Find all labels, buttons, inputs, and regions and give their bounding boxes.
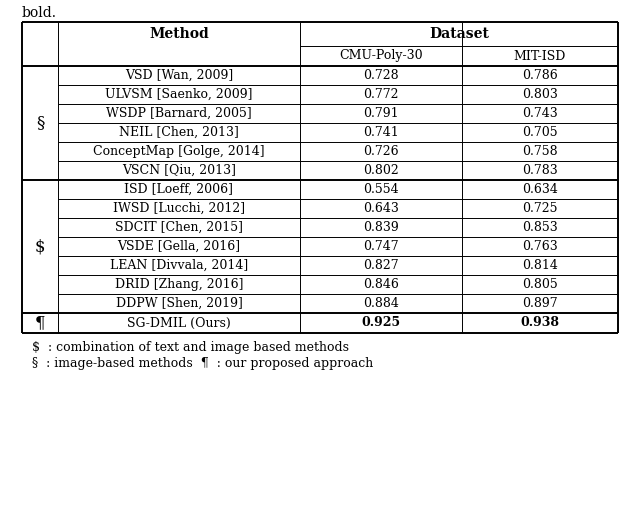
Text: ConceptMap [Golge, 2014]: ConceptMap [Golge, 2014] xyxy=(93,145,265,158)
Text: 0.783: 0.783 xyxy=(522,164,558,177)
Text: DRID [Zhang, 2016]: DRID [Zhang, 2016] xyxy=(115,278,243,291)
Text: $  : combination of text and image based methods: $ : combination of text and image based … xyxy=(32,340,349,353)
Text: LEAN [Divvala, 2014]: LEAN [Divvala, 2014] xyxy=(110,259,248,272)
Text: 0.827: 0.827 xyxy=(363,259,399,272)
Text: 0.938: 0.938 xyxy=(520,316,559,329)
Text: §: § xyxy=(36,114,44,132)
Text: ISD [Loeff, 2006]: ISD [Loeff, 2006] xyxy=(125,183,234,196)
Text: 0.884: 0.884 xyxy=(363,297,399,310)
Text: 0.786: 0.786 xyxy=(522,69,558,82)
Text: 0.643: 0.643 xyxy=(363,202,399,215)
Text: ¶: ¶ xyxy=(35,314,45,331)
Text: §  : image-based methods  ¶  : our proposed approach: § : image-based methods ¶ : our proposed… xyxy=(32,357,373,370)
Text: NEIL [Chen, 2013]: NEIL [Chen, 2013] xyxy=(119,126,239,139)
Text: WSDP [Barnard, 2005]: WSDP [Barnard, 2005] xyxy=(106,107,252,120)
Text: 0.743: 0.743 xyxy=(522,107,558,120)
Text: VSCN [Qiu, 2013]: VSCN [Qiu, 2013] xyxy=(122,164,236,177)
Text: 0.741: 0.741 xyxy=(363,126,399,139)
Text: 0.846: 0.846 xyxy=(363,278,399,291)
Text: 0.725: 0.725 xyxy=(522,202,557,215)
Text: Method: Method xyxy=(149,27,209,41)
Text: 0.758: 0.758 xyxy=(522,145,558,158)
Text: 0.803: 0.803 xyxy=(522,88,558,101)
Text: 0.897: 0.897 xyxy=(522,297,558,310)
Text: VSD [Wan, 2009]: VSD [Wan, 2009] xyxy=(125,69,233,82)
Text: SDCIT [Chen, 2015]: SDCIT [Chen, 2015] xyxy=(115,221,243,234)
Text: 0.802: 0.802 xyxy=(363,164,399,177)
Text: 0.747: 0.747 xyxy=(363,240,399,253)
Text: 0.814: 0.814 xyxy=(522,259,558,272)
Text: SG-DMIL (Ours): SG-DMIL (Ours) xyxy=(127,316,231,329)
Text: 0.763: 0.763 xyxy=(522,240,558,253)
Text: MIT-ISD: MIT-ISD xyxy=(514,50,566,63)
Text: CMU-Poly-30: CMU-Poly-30 xyxy=(339,50,423,63)
Text: IWSD [Lucchi, 2012]: IWSD [Lucchi, 2012] xyxy=(113,202,245,215)
Text: 0.705: 0.705 xyxy=(522,126,558,139)
Text: 0.853: 0.853 xyxy=(522,221,558,234)
Text: 0.839: 0.839 xyxy=(363,221,399,234)
Text: bold.: bold. xyxy=(22,6,57,20)
Text: VSDE [Gella, 2016]: VSDE [Gella, 2016] xyxy=(117,240,241,253)
Text: 0.772: 0.772 xyxy=(364,88,399,101)
Text: 0.634: 0.634 xyxy=(522,183,558,196)
Text: 0.805: 0.805 xyxy=(522,278,558,291)
Text: 0.726: 0.726 xyxy=(363,145,399,158)
Text: $: $ xyxy=(35,238,45,255)
Text: 0.791: 0.791 xyxy=(363,107,399,120)
Text: Dataset: Dataset xyxy=(429,27,489,41)
Text: DDPW [Shen, 2019]: DDPW [Shen, 2019] xyxy=(116,297,243,310)
Text: 0.728: 0.728 xyxy=(363,69,399,82)
Text: ULVSM [Saenko, 2009]: ULVSM [Saenko, 2009] xyxy=(105,88,253,101)
Text: 0.925: 0.925 xyxy=(362,316,401,329)
Text: 0.554: 0.554 xyxy=(363,183,399,196)
